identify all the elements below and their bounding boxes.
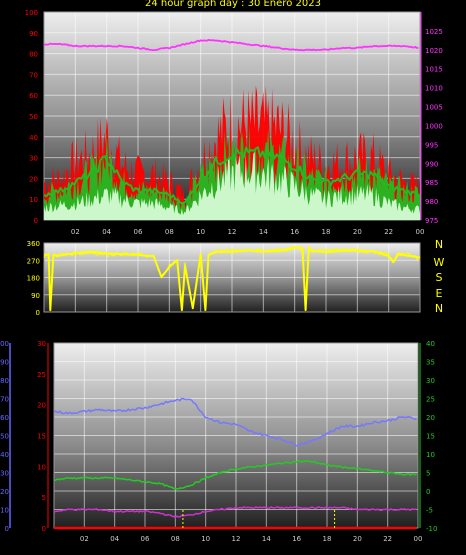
x-tick-label: 16 — [292, 535, 301, 543]
y-tick-label-right: 985 — [425, 179, 438, 187]
x-tick-label: 06 — [134, 228, 143, 236]
wind-pressure-panel: 0102030405060708090100975980985990995100… — [25, 9, 443, 236]
series-line-temperature_green — [53, 460, 417, 490]
plot-border — [43, 242, 421, 313]
y-tick-label-humidity: 20 — [0, 488, 9, 496]
x-tick-label: 12 — [232, 535, 241, 543]
series-line-direction-detail — [43, 246, 419, 311]
y-tick-label-left: 80 — [29, 51, 38, 59]
y-tick-label-right: 10 — [426, 451, 435, 459]
y-tick-label-left: 100 — [25, 9, 38, 17]
y-tick-label-humidity: 0 — [5, 525, 9, 533]
x-tick-label: 12 — [228, 228, 237, 236]
x-tick-label: 02 — [71, 228, 80, 236]
x-tick-label: 10 — [201, 535, 210, 543]
x-tick-label: 04 — [110, 535, 119, 543]
y-tick-label-right: 980 — [425, 198, 438, 206]
x-tick-label: 14 — [262, 535, 271, 543]
y-tick-label-right: 5 — [426, 470, 430, 478]
y-tick-label-right: 1000 — [425, 122, 443, 130]
compass-label-e: E — [435, 287, 443, 300]
y-tick-label-humidity: 100 — [0, 340, 9, 348]
y-tick-label-rain: 15 — [37, 433, 46, 441]
y-tick-label-left: 70 — [29, 71, 38, 79]
y-tick-label-left: 90 — [29, 30, 38, 38]
x-tick-label: 08 — [171, 535, 180, 543]
y-tick-label-humidity: 10 — [0, 507, 9, 515]
y-tick-label-rain: 30 — [37, 340, 46, 348]
y-tick-label-left: 360 — [27, 240, 40, 248]
y-tick-label-rain: 10 — [37, 463, 46, 471]
wind-direction-panel: 0 90 180 270 360 — [27, 240, 421, 317]
y-tick-label-humidity: 80 — [0, 377, 9, 385]
y-tick-label-rain: 5 — [42, 494, 46, 502]
x-tick-label: 18 — [322, 228, 331, 236]
y-tick-label-left: 0 — [34, 217, 38, 225]
y-tick-label-right: 1025 — [425, 28, 443, 36]
y-tick-label-right: 0 — [426, 488, 430, 496]
x-tick-label: 20 — [353, 535, 362, 543]
chart-title: 24 hour graph day : 30 Enero 2023 — [145, 0, 321, 9]
y-tick-label-right: 995 — [425, 141, 438, 149]
x-tick-label: 14 — [259, 228, 268, 236]
x-tick-label: 16 — [290, 228, 299, 236]
y-tick-label-humidity: 70 — [0, 396, 9, 404]
x-tick-label: 22 — [383, 535, 392, 543]
x-tick-label: 04 — [102, 228, 111, 236]
series-line-dewpoint_magenta — [54, 506, 417, 519]
x-tick-label: 10 — [196, 228, 205, 236]
y-tick-label-right: -10 — [426, 525, 437, 533]
y-tick-label-humidity: 90 — [0, 359, 9, 367]
x-tick-label: 20 — [353, 228, 362, 236]
y-tick-label-right: 20 — [426, 414, 435, 422]
compass-label-s: S — [435, 271, 443, 284]
y-tick-label-rain: 0 — [42, 525, 46, 533]
y-tick-label-right: 1010 — [425, 85, 443, 93]
y-tick-label-right: 1015 — [425, 66, 443, 74]
y-tick-label-left: 180 — [27, 275, 40, 283]
temperature-humidity-panel: 0102030405060708090100051015202530-10-50… — [0, 340, 437, 543]
y-tick-label-right: 15 — [426, 433, 435, 441]
compass-label-n2: N — [434, 302, 444, 315]
y-tick-label-humidity: 60 — [0, 414, 9, 422]
compass-label-n: N — [434, 238, 444, 251]
y-tick-label-right: 1020 — [425, 47, 443, 55]
y-tick-label-right: 30 — [426, 377, 435, 385]
x-tick-label: 18 — [323, 535, 332, 543]
x-tick-label: 00 — [416, 228, 425, 236]
y-tick-label-left: 60 — [29, 92, 38, 100]
y-tick-label-rain: 25 — [37, 371, 46, 379]
y-tick-label-left: 30 — [29, 155, 38, 163]
y-tick-label-left: 270 — [27, 257, 40, 265]
x-tick-label: 08 — [165, 228, 174, 236]
y-tick-label-humidity: 40 — [0, 451, 9, 459]
y-tick-label-left: 20 — [29, 175, 38, 183]
series-area-wind_white — [44, 151, 420, 220]
y-tick-label-left: 90 — [31, 292, 40, 300]
y-tick-label-right: 990 — [425, 160, 438, 168]
y-tick-label-left: 10 — [29, 196, 38, 204]
y-tick-label-humidity: 50 — [0, 433, 9, 441]
x-tick-label: 02 — [80, 535, 89, 543]
series-line-humidity_blue — [53, 397, 417, 447]
y-tick-label-right: -5 — [426, 507, 433, 515]
series-line-pressure — [43, 39, 419, 52]
y-tick-label-right: 40 — [426, 340, 435, 348]
y-tick-label-left: 40 — [29, 134, 38, 142]
x-tick-label: 22 — [384, 228, 393, 236]
y-tick-label-right: 975 — [425, 217, 438, 225]
y-tick-label-left: 0 — [36, 309, 40, 317]
y-tick-label-rain: 20 — [37, 402, 46, 410]
x-tick-label: 06 — [141, 535, 150, 543]
compass-label-w: W — [433, 256, 445, 269]
y-tick-label-right: 35 — [426, 359, 435, 367]
y-tick-label-humidity: 30 — [0, 470, 9, 478]
y-tick-label-right: 25 — [426, 396, 435, 404]
series-line-gust — [43, 146, 421, 205]
y-tick-label-left: 50 — [29, 113, 38, 121]
y-tick-label-right: 1005 — [425, 104, 443, 112]
x-tick-label: 00 — [414, 535, 423, 543]
